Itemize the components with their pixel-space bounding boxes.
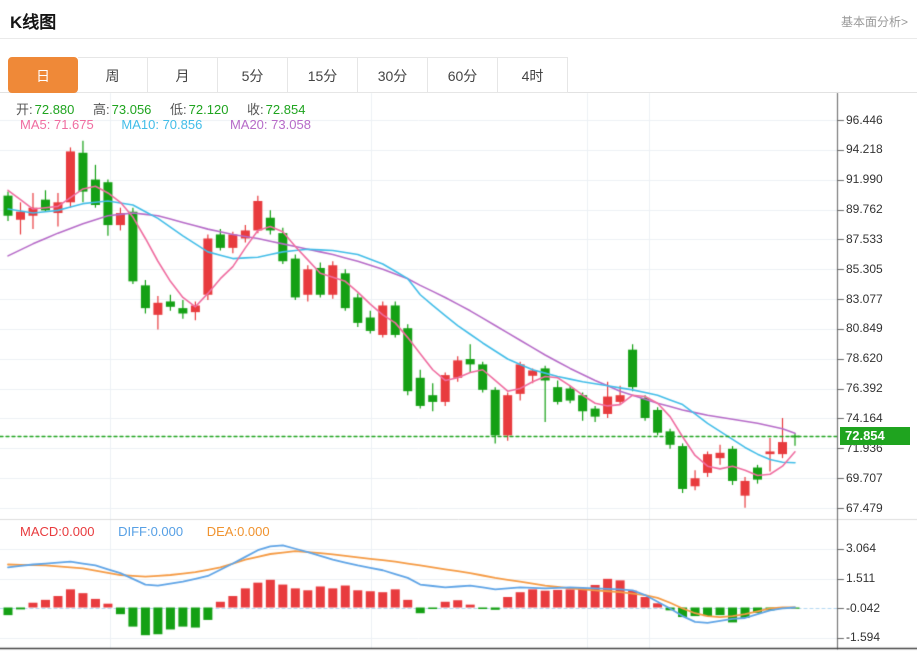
price-axis-label: 91.990 <box>846 172 883 187</box>
macd-axis-label: -1.594 <box>846 630 881 645</box>
price-axis-label: 94.218 <box>846 142 883 157</box>
price-axis-label: 87.533 <box>846 231 883 246</box>
price-axis-label: 67.479 <box>846 500 883 515</box>
macd-readout: MACD:0.000 <box>20 524 95 539</box>
macd-axis-label: 1.511 <box>846 571 876 586</box>
tab-week[interactable]: 周 <box>78 57 148 93</box>
low-readout: 低: 72.120 <box>170 102 229 117</box>
close-readout: 收: 72.854 <box>247 102 306 117</box>
tab-month[interactable]: 月 <box>148 57 218 93</box>
macd-axis-label: 3.064 <box>846 541 877 556</box>
tab-60min[interactable]: 60分 <box>428 57 498 93</box>
open-readout: 开: 72.880 <box>16 102 75 117</box>
ma10-readout: MA10: 70.856 <box>121 117 203 132</box>
price-axis-label: 80.849 <box>846 321 883 336</box>
price-axis-label: 85.305 <box>846 261 883 276</box>
tab-15min[interactable]: 15分 <box>288 57 358 93</box>
diff-readout: DIFF:0.000 <box>118 524 184 539</box>
price-axis-label: 74.164 <box>846 410 883 425</box>
tab-30min[interactable]: 30分 <box>358 57 428 93</box>
ma20-readout: MA20: 73.058 <box>229 117 311 132</box>
page-title: K线图 <box>10 13 57 32</box>
price-axis-label: 78.620 <box>846 351 883 366</box>
macd-axis-label: -0.042 <box>846 600 881 615</box>
ma-legend: MA5: 71.675 MA10: 70.856 MA20: 73.058 <box>20 117 335 132</box>
price-axis-label: 89.762 <box>846 202 883 217</box>
current-price-tag: 72.854 <box>840 427 910 445</box>
price-axis-label: 96.446 <box>846 112 883 127</box>
tab-day[interactable]: 日 <box>8 57 78 93</box>
price-axis-label: 69.707 <box>846 470 883 485</box>
macd-legend: MACD:0.000 DIFF:0.000 DEA:0.000 <box>20 524 290 539</box>
tab-4hour[interactable]: 4时 <box>498 57 568 93</box>
period-tabbar: 日 周 月 5分 15分 30分 60分 4时 <box>8 57 568 93</box>
tab-5min[interactable]: 5分 <box>218 57 288 93</box>
title-divider <box>0 38 917 39</box>
fundamental-analysis-link[interactable]: 基本面分析> <box>840 15 908 29</box>
high-readout: 高: 73.056 <box>93 102 152 117</box>
dea-readout: DEA:0.000 <box>206 524 270 539</box>
ma5-readout: MA5: 71.675 <box>20 117 94 132</box>
ohlc-readout: 开: 72.880 高: 73.056 低: 72.120 收: 72.854 <box>16 99 320 118</box>
price-axis-label: 83.077 <box>846 291 883 306</box>
price-axis-label: 76.392 <box>846 381 883 396</box>
